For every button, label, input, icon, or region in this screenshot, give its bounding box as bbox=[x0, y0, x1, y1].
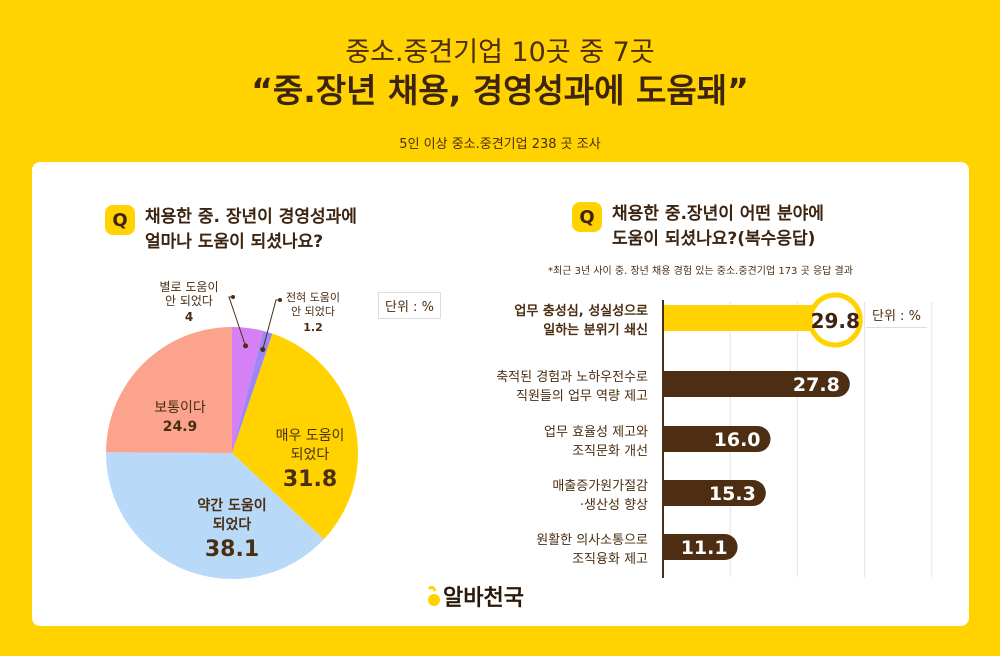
survey-note: *최근 3년 사이 중. 장년 채용 경험 있는 중소.중견기업 173 곳 응… bbox=[548, 266, 853, 277]
q-badge-icon: Q bbox=[105, 205, 135, 235]
pie-slice bbox=[232, 327, 264, 453]
pie-slice bbox=[232, 330, 273, 453]
pie-value: 31.8 bbox=[283, 467, 337, 492]
right-q-line1: 채용한 중.장년이 어떤 분야에 bbox=[612, 204, 824, 224]
bee-logo-icon bbox=[427, 585, 440, 606]
q-badge-icon: Q bbox=[572, 202, 602, 232]
pie-slice bbox=[106, 327, 232, 453]
pie-label: 되었다 bbox=[291, 447, 330, 463]
pie-label: 약간 도움이 bbox=[197, 497, 266, 514]
bar-unit: 단위 : % bbox=[866, 302, 927, 328]
title-line1: 중소.중견기업 10곳 중 7곳 bbox=[345, 37, 655, 68]
pie-slice bbox=[106, 452, 324, 580]
pie-label: 전혀 도움이 bbox=[286, 291, 340, 304]
pie-label: 별로 도움이 bbox=[159, 280, 218, 294]
pie-label: 되었다 bbox=[213, 517, 252, 533]
logo: 알바천국 bbox=[427, 580, 524, 612]
left-q-line2: 얼마나 도움이 되셨나요? bbox=[145, 232, 324, 252]
title-line2: “중.장년 채용, 경영성과에 도움돼” bbox=[251, 71, 749, 110]
pie-label: 매우 도움이 bbox=[276, 428, 345, 444]
logo-text: 알바천국 bbox=[443, 586, 524, 611]
pie-value: 4 bbox=[185, 310, 193, 324]
subtitle: 5인 이상 중소.중견기업 238 곳 조사 bbox=[399, 137, 601, 152]
pie-value: 38.1 bbox=[205, 537, 259, 562]
pie-label: 안 되었다 bbox=[165, 294, 213, 308]
pie-slice bbox=[232, 333, 359, 540]
pie-label: 안 되었다 bbox=[291, 305, 335, 318]
right-q-line2: 도움이 되셨나요?(복수응답) bbox=[612, 229, 816, 249]
pie-value: 24.9 bbox=[163, 419, 198, 435]
pie-label: 보통이다 bbox=[154, 400, 206, 416]
pie-value: 1.2 bbox=[303, 321, 323, 334]
leader-dot bbox=[278, 298, 282, 302]
leader-dot bbox=[231, 295, 235, 299]
pie-unit: 단위 : % bbox=[378, 292, 441, 319]
left-q-line1: 채용한 중. 장년이 경영성과에 bbox=[145, 207, 357, 227]
